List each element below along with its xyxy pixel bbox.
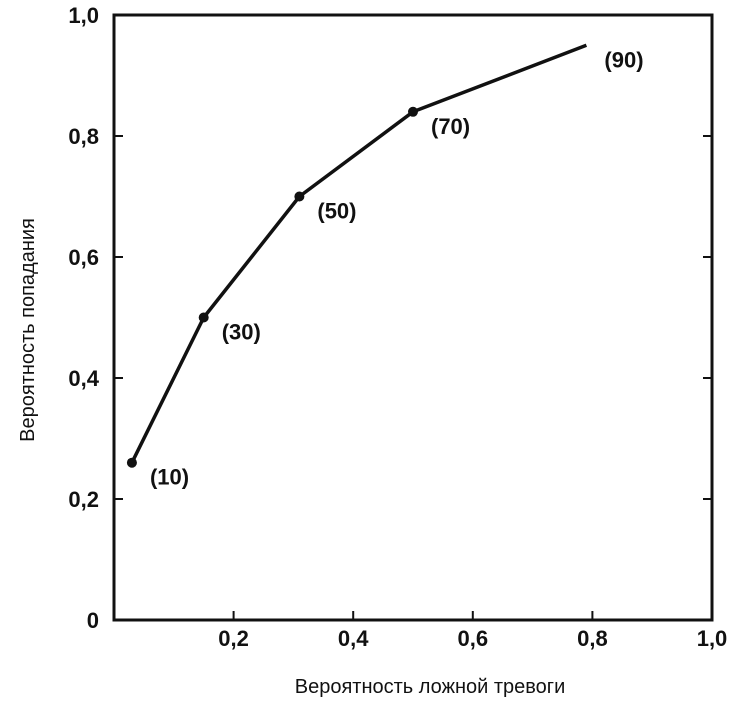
x-tick-label: 0,4 bbox=[338, 626, 369, 651]
y-tick-label: 0,6 bbox=[68, 245, 99, 270]
data-label: (50) bbox=[317, 199, 356, 224]
x-tick-label: 0,8 bbox=[577, 626, 608, 651]
data-point bbox=[198, 312, 209, 323]
data-label: (70) bbox=[431, 114, 470, 139]
data-label: (30) bbox=[222, 320, 261, 345]
data-point bbox=[294, 191, 305, 202]
y-tick-label: 0,8 bbox=[68, 124, 99, 149]
x-tick-label: 0,6 bbox=[458, 626, 489, 651]
x-tick-label: 0,2 bbox=[218, 626, 249, 651]
data-point bbox=[408, 106, 418, 117]
data-point bbox=[126, 457, 137, 468]
data-label: (90) bbox=[604, 47, 643, 72]
y-axis-label: Вероятность попадания bbox=[17, 218, 39, 442]
x-tick-label: 1,0 bbox=[697, 626, 728, 651]
plot-frame bbox=[112, 13, 714, 622]
data-label: (10) bbox=[150, 465, 189, 490]
y-tick-label: 1,0 bbox=[68, 3, 99, 28]
y-tick-label: 0,4 bbox=[68, 366, 99, 391]
x-axis-label: Вероятность ложной тревоги bbox=[295, 676, 565, 698]
y-axis-ticks: 0 0,2 0,4 0,6 0,8 1,0 bbox=[68, 3, 712, 633]
x-axis-ticks: 0,2 0,4 0,6 0,8 1,0 bbox=[218, 611, 727, 651]
y-tick-label: 0,2 bbox=[68, 487, 99, 512]
series-line bbox=[130, 43, 588, 464]
y-tick-label: 0 bbox=[87, 608, 99, 633]
series-group: (10) (30) (50) (70) (90) bbox=[126, 43, 644, 490]
